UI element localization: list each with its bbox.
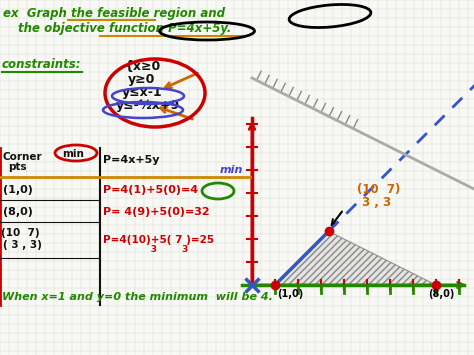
Text: min: min — [62, 149, 84, 159]
Text: the objective function P=4x+5y.: the objective function P=4x+5y. — [18, 22, 231, 35]
Polygon shape — [275, 231, 436, 285]
Text: y≤x-1: y≤x-1 — [122, 86, 163, 99]
Text: ex  Graph the feasible region and: ex Graph the feasible region and — [3, 7, 225, 20]
Text: (10  7): (10 7) — [356, 183, 400, 196]
Text: constraints:: constraints: — [2, 58, 82, 71]
Text: P=4x+5y: P=4x+5y — [103, 155, 159, 165]
Text: (8,0): (8,0) — [3, 207, 33, 217]
Text: ( 3 , 3): ( 3 , 3) — [3, 240, 42, 250]
Text: y≤-½x+9: y≤-½x+9 — [116, 99, 180, 112]
Text: {x≥0: {x≥0 — [125, 60, 161, 73]
Text: 3 , 3: 3 , 3 — [362, 196, 391, 209]
Text: (10  7): (10 7) — [1, 228, 40, 238]
Text: P=4(10)+5( 7 )=25: P=4(10)+5( 7 )=25 — [103, 235, 214, 245]
Text: y≥0: y≥0 — [128, 73, 155, 86]
Text: (1,0): (1,0) — [3, 185, 33, 195]
Text: (8,0): (8,0) — [428, 289, 455, 299]
Text: When x=1 and y=0 the minimum  will be 4.: When x=1 and y=0 the minimum will be 4. — [2, 292, 273, 302]
Text: 3        3: 3 3 — [132, 245, 188, 254]
Text: pts: pts — [8, 162, 27, 172]
Text: P= 4(9)+5(0)=32: P= 4(9)+5(0)=32 — [103, 207, 210, 217]
Text: (1,0): (1,0) — [277, 289, 303, 299]
Text: P=4(1)+5(0)=4: P=4(1)+5(0)=4 — [103, 185, 198, 195]
Text: min: min — [220, 165, 243, 175]
Text: Corner: Corner — [3, 152, 43, 162]
